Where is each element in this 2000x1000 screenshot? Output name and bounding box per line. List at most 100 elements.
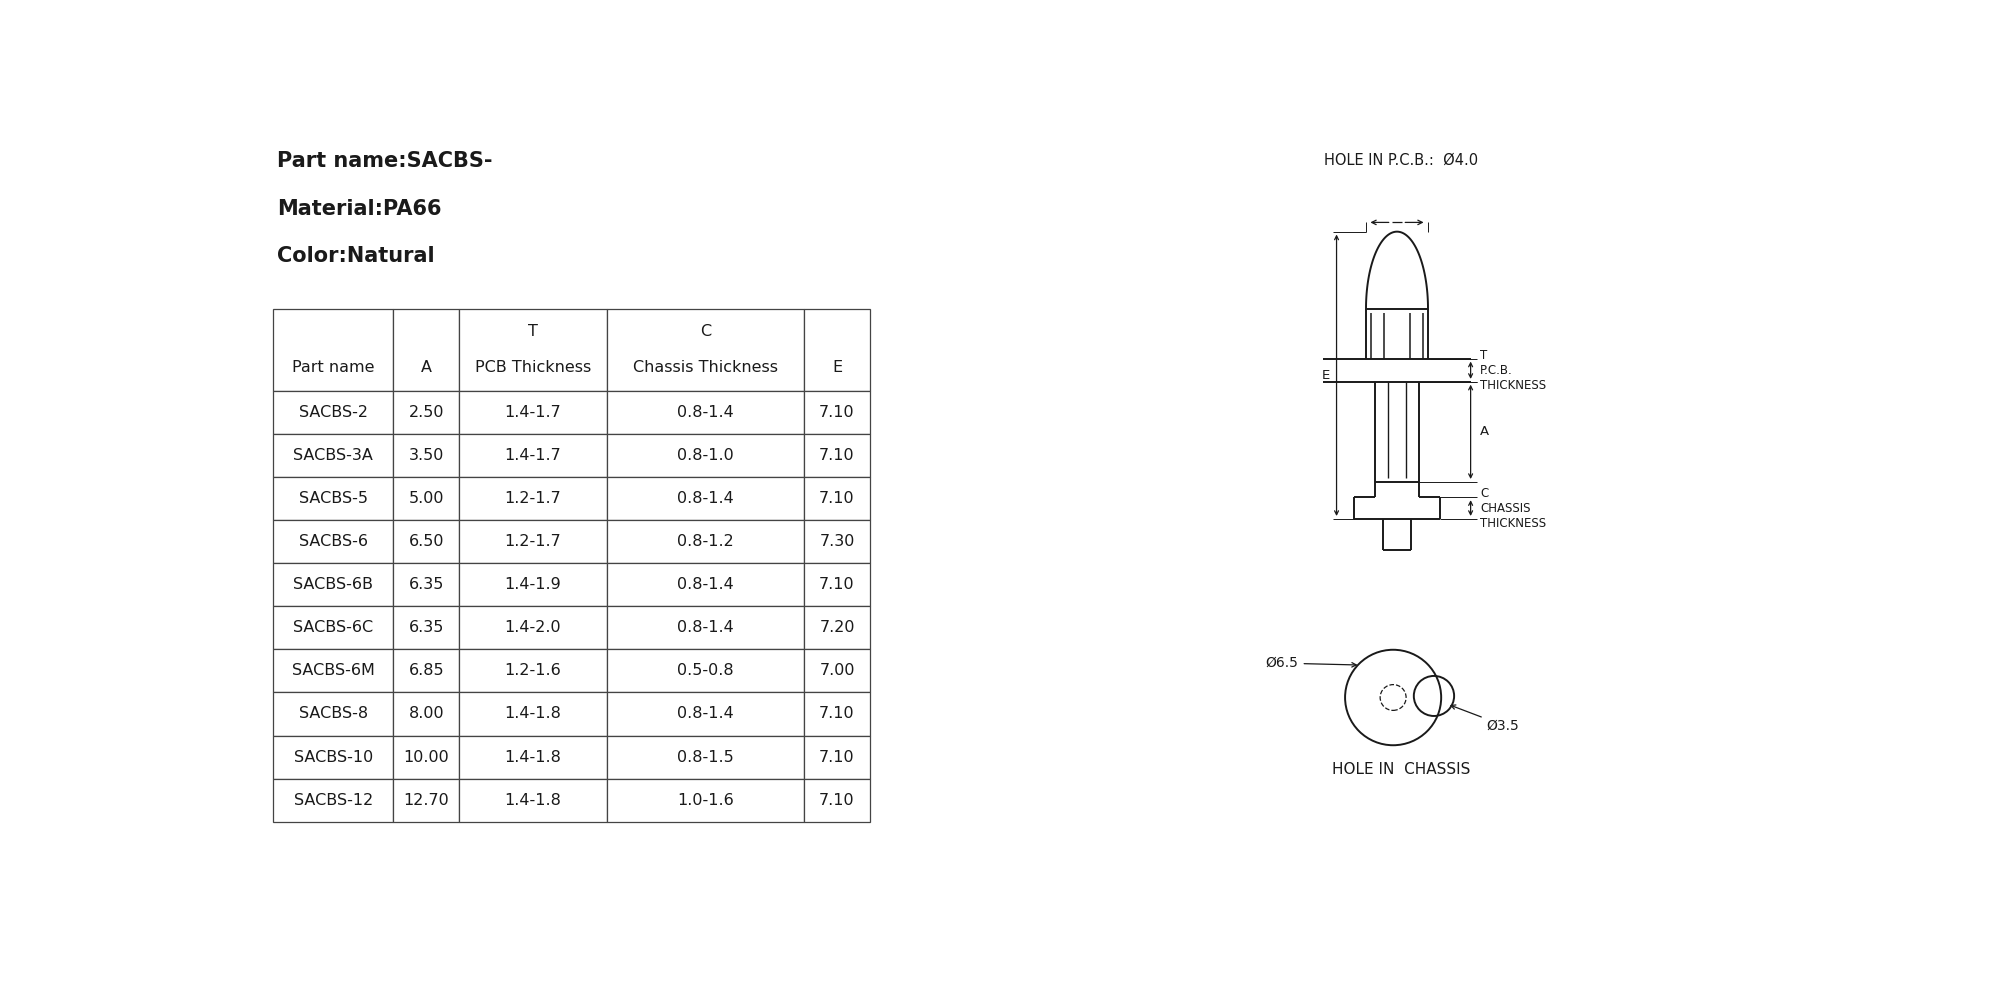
Bar — [460, 692, 606, 736]
Text: 1.4-1.7: 1.4-1.7 — [504, 405, 562, 420]
Bar — [394, 434, 460, 477]
Bar — [274, 692, 394, 736]
Bar — [606, 391, 804, 434]
Bar — [606, 563, 804, 606]
Text: PCB Thickness: PCB Thickness — [474, 360, 592, 375]
Bar — [274, 779, 394, 822]
Text: 1.4-1.7: 1.4-1.7 — [504, 448, 562, 463]
Text: SACBS-6M: SACBS-6M — [292, 663, 374, 678]
Text: 6.35: 6.35 — [408, 620, 444, 635]
Text: A: A — [1480, 425, 1490, 438]
Text: 1.4-1.8: 1.4-1.8 — [504, 750, 562, 765]
Text: C: C — [700, 324, 710, 339]
Text: 0.8-1.4: 0.8-1.4 — [676, 405, 734, 420]
Bar — [274, 391, 394, 434]
Bar — [394, 309, 460, 391]
Text: Part name:SACBS-: Part name:SACBS- — [278, 151, 492, 171]
Bar — [606, 520, 804, 563]
Text: E: E — [832, 360, 842, 375]
Text: 2.50: 2.50 — [408, 405, 444, 420]
Text: C
CHASSIS
THICKNESS: C CHASSIS THICKNESS — [1480, 487, 1546, 530]
Text: T: T — [528, 324, 538, 339]
Bar — [274, 477, 394, 520]
Bar — [274, 309, 394, 391]
Bar — [394, 520, 460, 563]
Bar — [804, 563, 870, 606]
Bar — [804, 520, 870, 563]
Text: 6.50: 6.50 — [408, 534, 444, 549]
Text: Chassis Thickness: Chassis Thickness — [632, 360, 778, 375]
Text: A: A — [420, 360, 432, 375]
Text: 7.10: 7.10 — [820, 405, 854, 420]
Text: 7.10: 7.10 — [820, 793, 854, 808]
Text: SACBS-10: SACBS-10 — [294, 750, 372, 765]
Text: 0.8-1.4: 0.8-1.4 — [676, 491, 734, 506]
Bar — [274, 434, 394, 477]
Bar — [606, 692, 804, 736]
Bar — [606, 309, 804, 391]
Bar — [274, 736, 394, 779]
Text: HOLE IN  CHASSIS: HOLE IN CHASSIS — [1332, 762, 1470, 777]
Bar — [460, 520, 606, 563]
Bar — [460, 736, 606, 779]
Text: 1.0-1.6: 1.0-1.6 — [676, 793, 734, 808]
Text: 10.00: 10.00 — [404, 750, 450, 765]
Text: T
P.C.B.
THICKNESS: T P.C.B. THICKNESS — [1480, 349, 1546, 392]
Bar — [804, 391, 870, 434]
Bar — [394, 736, 460, 779]
Text: 6.35: 6.35 — [408, 577, 444, 592]
Bar — [606, 606, 804, 649]
Text: 7.20: 7.20 — [820, 620, 854, 635]
Text: Part name: Part name — [292, 360, 374, 375]
Bar — [274, 649, 394, 692]
Bar — [274, 520, 394, 563]
Bar — [460, 434, 606, 477]
Bar — [394, 606, 460, 649]
Text: 7.10: 7.10 — [820, 750, 854, 765]
Text: 7.00: 7.00 — [820, 663, 854, 678]
Text: 0.8-1.0: 0.8-1.0 — [676, 448, 734, 463]
Text: SACBS-8: SACBS-8 — [298, 706, 368, 721]
Text: HOLE IN P.C.B.:  Ø4.0: HOLE IN P.C.B.: Ø4.0 — [1324, 153, 1478, 168]
Bar — [460, 309, 606, 391]
Bar — [460, 779, 606, 822]
Bar — [394, 563, 460, 606]
Text: 1.2-1.7: 1.2-1.7 — [504, 491, 562, 506]
Bar — [606, 649, 804, 692]
Text: 7.10: 7.10 — [820, 491, 854, 506]
Text: SACBS-6C: SACBS-6C — [294, 620, 374, 635]
Bar — [274, 606, 394, 649]
Text: E: E — [1322, 369, 1330, 382]
Bar — [606, 736, 804, 779]
Bar — [804, 649, 870, 692]
Bar — [606, 477, 804, 520]
Text: 7.10: 7.10 — [820, 706, 854, 721]
Text: SACBS-6: SACBS-6 — [298, 534, 368, 549]
Bar — [394, 649, 460, 692]
Bar — [460, 391, 606, 434]
Text: SACBS-5: SACBS-5 — [298, 491, 368, 506]
Bar — [460, 563, 606, 606]
Text: Ø6.5: Ø6.5 — [1266, 656, 1356, 670]
Bar — [460, 606, 606, 649]
Text: SACBS-2: SACBS-2 — [298, 405, 368, 420]
Bar — [394, 391, 460, 434]
Bar — [804, 692, 870, 736]
Bar — [460, 477, 606, 520]
Text: 3.50: 3.50 — [408, 448, 444, 463]
Bar — [606, 434, 804, 477]
Text: 7.10: 7.10 — [820, 448, 854, 463]
Bar — [804, 309, 870, 391]
Text: SACBS-3A: SACBS-3A — [294, 448, 374, 463]
Text: 1.4-1.9: 1.4-1.9 — [504, 577, 562, 592]
Bar — [804, 434, 870, 477]
Text: 0.8-1.5: 0.8-1.5 — [676, 750, 734, 765]
Text: Material:PA66: Material:PA66 — [278, 199, 442, 219]
Bar — [394, 692, 460, 736]
Text: Color:Natural: Color:Natural — [278, 246, 434, 266]
Text: 1.2-1.6: 1.2-1.6 — [504, 663, 562, 678]
Text: 0.5-0.8: 0.5-0.8 — [676, 663, 734, 678]
Bar — [804, 477, 870, 520]
Text: SACBS-6B: SACBS-6B — [294, 577, 374, 592]
Bar — [394, 779, 460, 822]
